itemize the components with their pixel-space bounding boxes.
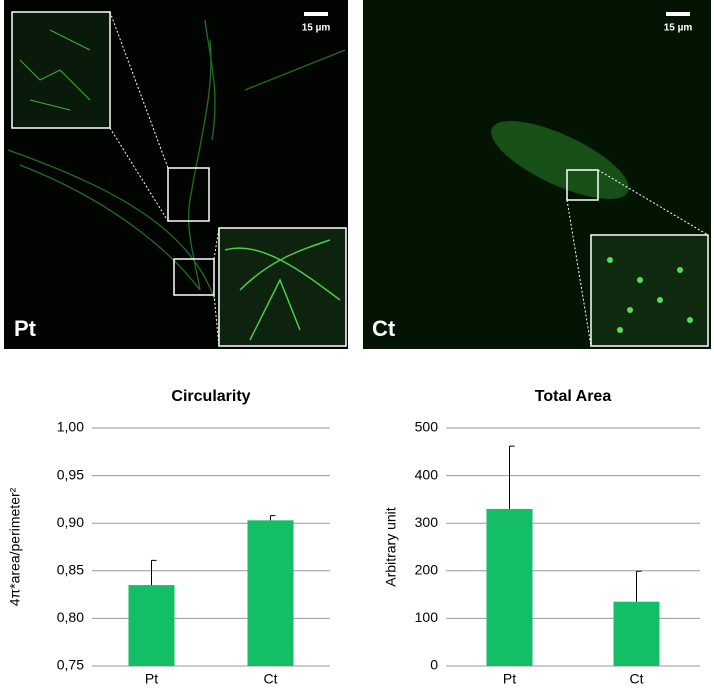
chart-title: Total Area (535, 388, 612, 405)
error-bar (270, 515, 276, 521)
bar (128, 585, 175, 666)
y-axis-label: Arbitrary unit (383, 507, 399, 586)
x-tick-label: Pt (503, 671, 516, 687)
micrograph-pt: 15 µm Pt (4, 0, 348, 349)
y-tick-label: 100 (415, 609, 439, 625)
y-axis-label: 4π*area/perimeter² (7, 487, 23, 606)
y-tick-label: 200 (415, 562, 439, 578)
x-tick-label: Ct (264, 671, 278, 687)
y-tick-label: 400 (415, 466, 439, 482)
y-tick-label: 0,80 (57, 609, 84, 625)
x-tick-label: Pt (145, 671, 158, 687)
image-label: Ct (372, 316, 396, 341)
scale-bar-label: 15 µm (302, 23, 331, 34)
bar (613, 601, 660, 666)
y-tick-label: 0 (430, 657, 438, 673)
y-tick-label: 500 (415, 419, 439, 435)
bar (247, 520, 294, 666)
micrograph-ct: 15 µm Ct (363, 0, 711, 349)
x-tick-label: Ct (630, 671, 644, 687)
y-tick-label: 1,00 (57, 419, 84, 435)
y-tick-label: 0,90 (57, 514, 84, 530)
error-bar (151, 559, 157, 586)
y-tick-label: 0,75 (57, 657, 84, 673)
y-tick-label: 0,95 (57, 466, 84, 482)
scale-bar-label: 15 µm (664, 23, 693, 34)
bar (486, 508, 533, 666)
error-bar (636, 570, 642, 602)
chart-title: Circularity (171, 388, 250, 405)
y-tick-label: 300 (415, 514, 439, 530)
error-bar (509, 445, 515, 509)
image-label: Pt (14, 316, 37, 341)
y-tick-label: 0,85 (57, 562, 84, 578)
